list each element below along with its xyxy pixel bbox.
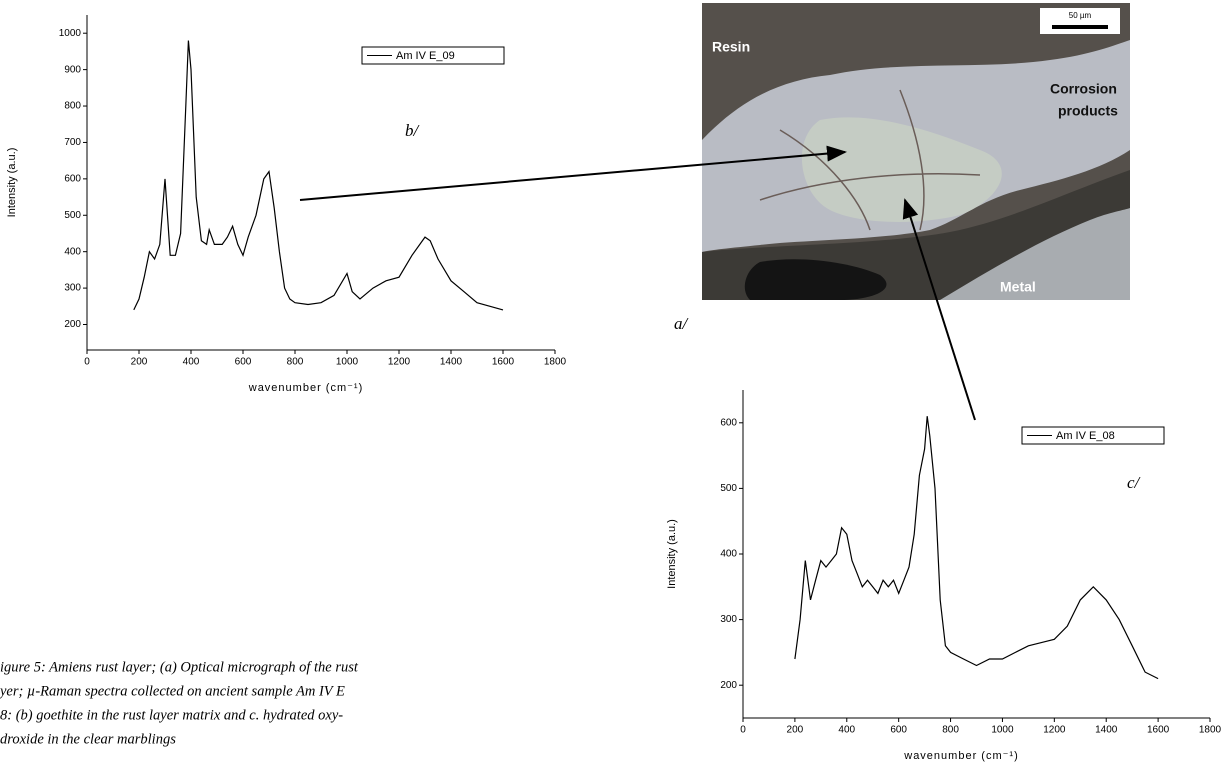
x-tick-label: 1000 [336,357,359,368]
scale-bar-label: 50 µm [1069,11,1092,20]
spectrum-line [794,416,1159,680]
x-tick-label: 800 [287,357,304,368]
y-tick-label: 900 [64,64,81,75]
arrow [299,145,847,201]
x-tick-label: 600 [235,357,252,368]
legend-box [1021,426,1165,445]
x-tick-label: 1800 [544,357,567,368]
x-tick-label: 1400 [1095,725,1118,736]
x-tick-label: 1200 [388,357,411,368]
spectrum-line [133,40,504,311]
x-tick-label: 1000 [991,725,1014,736]
x-tick-label: 1600 [1147,725,1170,736]
micrograph [702,3,1130,300]
x-tick-label: 600 [890,725,907,736]
x-tick-label: 800 [942,725,959,736]
panel-label: b/ [405,121,421,140]
micrograph-label: Metal [1000,279,1036,295]
y-tick-label: 500 [64,210,81,221]
caption-line: igure 5: Amiens rust layer; (a) Optical … [0,659,359,675]
y-tick-label: 800 [64,101,81,112]
legend-label: Am IV E_09 [396,50,455,62]
micrograph-label: Resin [712,39,750,55]
x-tick-label: 1600 [492,357,515,368]
panel-label: a/ [674,314,690,333]
y-tick-label: 300 [64,283,81,294]
x-tick-label: 400 [183,357,200,368]
y-axis-label: Intensity (a.u.) [6,148,18,218]
y-tick-label: 200 [64,319,81,330]
x-axis-label: wavenumber (cm⁻¹) [903,750,1019,762]
y-tick-label: 1000 [59,28,82,39]
y-tick-label: 300 [720,614,737,625]
x-tick-label: 200 [787,725,804,736]
x-tick-label: 1800 [1199,725,1222,736]
micrograph-label: products [1058,103,1118,119]
x-tick-label: 1200 [1043,725,1066,736]
y-tick-label: 700 [64,137,81,148]
caption-line: droxide in the clear marblings [0,731,176,747]
x-tick-label: 400 [838,725,855,736]
arrow [902,198,976,421]
x-tick-label: 0 [740,725,746,736]
y-axis-label: Intensity (a.u.) [666,519,678,589]
y-tick-label: 600 [64,173,81,184]
micrograph-label: Corrosion [1050,81,1117,97]
y-tick-label: 200 [720,680,737,691]
y-tick-label: 400 [720,549,737,560]
legend-box [361,46,505,65]
y-tick-label: 500 [720,483,737,494]
legend-label: Am IV E_08 [1056,430,1115,442]
caption-line: 8: (b) goethite in the rust layer matrix… [0,707,343,723]
panel-label: c/ [1127,473,1142,492]
x-tick-label: 200 [131,357,148,368]
y-tick-label: 600 [720,417,737,428]
x-tick-label: 1400 [440,357,463,368]
x-tick-label: 0 [84,357,90,368]
caption-line: yer; µ-Raman spectra collected on ancien… [0,683,345,699]
x-axis-label: wavenumber (cm⁻¹) [248,382,364,394]
y-tick-label: 400 [64,246,81,257]
